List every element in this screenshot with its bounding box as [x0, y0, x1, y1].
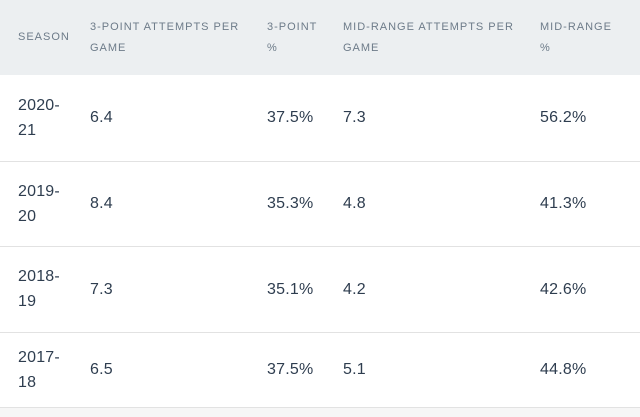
cell-3pt-attempts: 6.4 [72, 75, 249, 162]
cell-3pt-attempts: 8.4 [72, 161, 249, 247]
cell-midrange-attempts: 4.8 [325, 161, 522, 247]
col-header-3pt-pct: 3-POINT % [249, 0, 325, 75]
col-header-3pt-attempts: 3-POINT ATTEMPTS PER GAME [72, 0, 249, 75]
stats-table: SEASON 3-POINT ATTEMPTS PER GAME 3-POINT… [0, 0, 640, 408]
col-header-midrange-attempts: MID-RANGE ATTEMPTS PER GAME [325, 0, 522, 75]
cell-3pt-pct: 35.3% [249, 161, 325, 247]
table-row: 2018-19 7.3 35.1% 4.2 42.6% [0, 246, 640, 333]
col-header-midrange-pct: MID-RANGE % [522, 0, 640, 75]
cell-season: 2017-18 [0, 332, 72, 408]
cell-3pt-attempts: 7.3 [72, 246, 249, 333]
table-row: 2020-21 6.4 37.5% 7.3 56.2% [0, 75, 640, 162]
cell-midrange-pct: 56.2% [522, 75, 640, 162]
cell-3pt-pct: 37.5% [249, 75, 325, 162]
cell-3pt-pct: 37.5% [249, 332, 325, 408]
cell-season: 2018-19 [0, 246, 72, 333]
col-header-season: SEASON [0, 0, 72, 75]
cell-midrange-attempts: 5.1 [325, 332, 522, 408]
cell-season: 2020-21 [0, 75, 72, 162]
header-row: SEASON 3-POINT ATTEMPTS PER GAME 3-POINT… [0, 0, 640, 75]
cell-season: 2019-20 [0, 161, 72, 247]
season-shooting-stats-table: SEASON 3-POINT ATTEMPTS PER GAME 3-POINT… [0, 0, 640, 408]
cell-midrange-pct: 44.8% [522, 332, 640, 408]
cell-3pt-pct: 35.1% [249, 246, 325, 333]
cell-midrange-attempts: 4.2 [325, 246, 522, 333]
cell-midrange-pct: 42.6% [522, 246, 640, 333]
table-row: 2019-20 8.4 35.3% 4.8 41.3% [0, 161, 640, 247]
cell-midrange-pct: 41.3% [522, 161, 640, 247]
cell-3pt-attempts: 6.5 [72, 332, 249, 408]
table-row: 2017-18 6.5 37.5% 5.1 44.8% [0, 332, 640, 408]
cell-midrange-attempts: 7.3 [325, 75, 522, 162]
